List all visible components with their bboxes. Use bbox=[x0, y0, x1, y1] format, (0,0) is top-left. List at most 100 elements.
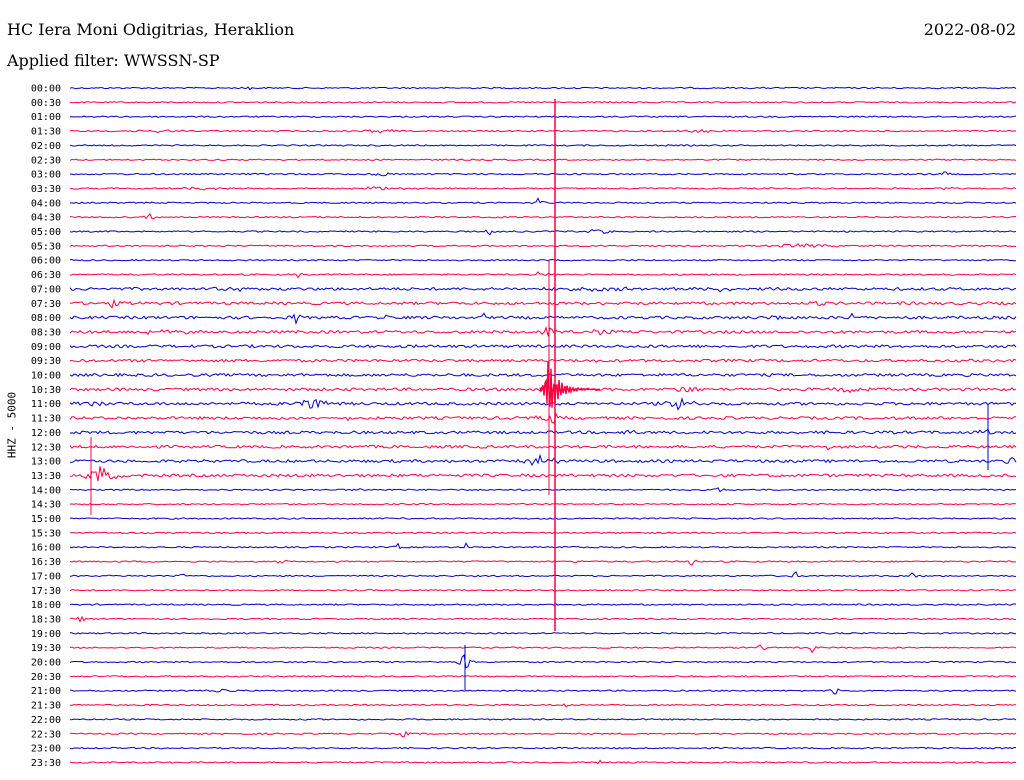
event-burst bbox=[539, 361, 601, 408]
time-label: 10:30 bbox=[31, 385, 61, 396]
time-label: 07:30 bbox=[31, 299, 61, 310]
filter-label: Applied filter: WWSSN-SP bbox=[7, 51, 220, 70]
time-label: 00:00 bbox=[31, 84, 61, 95]
time-label: 05:00 bbox=[31, 227, 61, 238]
time-label: 02:30 bbox=[31, 155, 61, 166]
time-label: 19:00 bbox=[31, 629, 61, 640]
trace-line bbox=[69, 502, 1017, 506]
trace-line bbox=[69, 653, 1017, 669]
time-label: 13:30 bbox=[31, 471, 61, 482]
trace-line bbox=[69, 571, 1017, 578]
trace-line bbox=[69, 428, 1017, 435]
trace-line bbox=[69, 644, 1017, 654]
time-label: 03:00 bbox=[31, 170, 61, 181]
trace-line bbox=[69, 115, 1017, 118]
trace-line bbox=[69, 487, 1017, 493]
time-label: 22:30 bbox=[31, 729, 61, 740]
time-label: 09:30 bbox=[31, 356, 61, 367]
trace-line bbox=[69, 243, 1017, 248]
trace-line bbox=[69, 453, 1017, 467]
trace-line bbox=[69, 144, 1017, 147]
trace-line bbox=[70, 615, 1017, 623]
trace-line bbox=[69, 718, 1017, 721]
trace-line bbox=[69, 158, 1017, 161]
time-label: 20:00 bbox=[31, 658, 61, 669]
time-label: 20:30 bbox=[31, 672, 61, 683]
trace-line bbox=[69, 372, 1017, 378]
time-label: 15:00 bbox=[31, 514, 61, 525]
time-label: 01:00 bbox=[31, 112, 61, 123]
trace-line bbox=[69, 412, 1017, 424]
time-label: 10:00 bbox=[31, 371, 61, 382]
trace-line bbox=[69, 542, 1017, 550]
time-label: 15:30 bbox=[31, 528, 61, 539]
time-label: 18:00 bbox=[31, 600, 61, 611]
trace-line bbox=[69, 298, 1017, 309]
trace-line bbox=[69, 746, 1017, 750]
time-label: 06:00 bbox=[31, 256, 61, 267]
time-label: 23:00 bbox=[31, 744, 61, 755]
time-label: 14:30 bbox=[31, 500, 61, 511]
time-label: 18:30 bbox=[31, 614, 61, 625]
trace-line bbox=[69, 589, 1017, 592]
date-label: 2022-08-02 bbox=[923, 20, 1016, 39]
time-label: 22:00 bbox=[31, 715, 61, 726]
trace-line bbox=[69, 675, 1017, 678]
trace-line bbox=[70, 358, 1017, 363]
trace-line bbox=[69, 326, 1017, 338]
time-label: 16:30 bbox=[31, 557, 61, 568]
trace-line bbox=[69, 128, 1017, 134]
time-label: 04:00 bbox=[31, 198, 61, 209]
station-title: HC Iera Moni Odigitrias, Heraklion bbox=[7, 20, 295, 39]
time-label: 08:30 bbox=[31, 327, 61, 338]
time-label: 17:30 bbox=[31, 586, 61, 597]
trace-line bbox=[69, 688, 1017, 695]
trace-line bbox=[69, 86, 1017, 91]
time-label: 19:30 bbox=[31, 643, 61, 654]
time-label: 09:00 bbox=[31, 342, 61, 353]
time-label: 11:30 bbox=[31, 414, 61, 425]
time-label: 21:00 bbox=[31, 686, 61, 697]
time-label: 01:30 bbox=[31, 127, 61, 138]
trace-line bbox=[69, 559, 1017, 566]
trace-line bbox=[69, 632, 1017, 635]
time-label: 14:00 bbox=[31, 485, 61, 496]
trace-line bbox=[69, 759, 1017, 765]
trace-line bbox=[70, 730, 1017, 738]
time-label: 21:30 bbox=[31, 701, 61, 712]
time-label: 08:00 bbox=[31, 313, 61, 324]
time-label: 00:30 bbox=[31, 98, 61, 109]
trace-line bbox=[69, 212, 1017, 220]
time-label: 03:30 bbox=[31, 184, 61, 195]
trace-line bbox=[69, 286, 1017, 293]
time-label: 23:30 bbox=[31, 758, 61, 769]
trace-line bbox=[69, 344, 1017, 349]
time-label: 02:00 bbox=[31, 141, 61, 152]
time-label: 07:00 bbox=[31, 284, 61, 295]
trace-line bbox=[69, 312, 1017, 326]
time-label: 04:30 bbox=[31, 213, 61, 224]
trace-line bbox=[69, 703, 1017, 708]
trace-line bbox=[69, 531, 1017, 535]
trace-line bbox=[69, 186, 1017, 191]
trace-line bbox=[69, 101, 1017, 104]
time-label: 11:00 bbox=[31, 399, 61, 410]
trace-line bbox=[69, 517, 1016, 520]
trace-line bbox=[69, 397, 1017, 411]
time-label: 13:00 bbox=[31, 457, 61, 468]
trace-line bbox=[69, 171, 1017, 177]
time-label: 12:00 bbox=[31, 428, 61, 439]
trace-line bbox=[69, 444, 1017, 451]
trace-line bbox=[69, 466, 1017, 482]
trace-line bbox=[70, 197, 1017, 205]
time-label: 12:30 bbox=[31, 442, 61, 453]
time-label: 05:30 bbox=[31, 241, 61, 252]
time-label: 06:30 bbox=[31, 270, 61, 281]
trace-line bbox=[69, 228, 1017, 236]
trace-line bbox=[69, 271, 1017, 279]
time-label: 16:00 bbox=[31, 543, 61, 554]
trace-line bbox=[69, 258, 1017, 262]
trace-line bbox=[69, 603, 1017, 606]
time-label: 17:00 bbox=[31, 571, 61, 582]
